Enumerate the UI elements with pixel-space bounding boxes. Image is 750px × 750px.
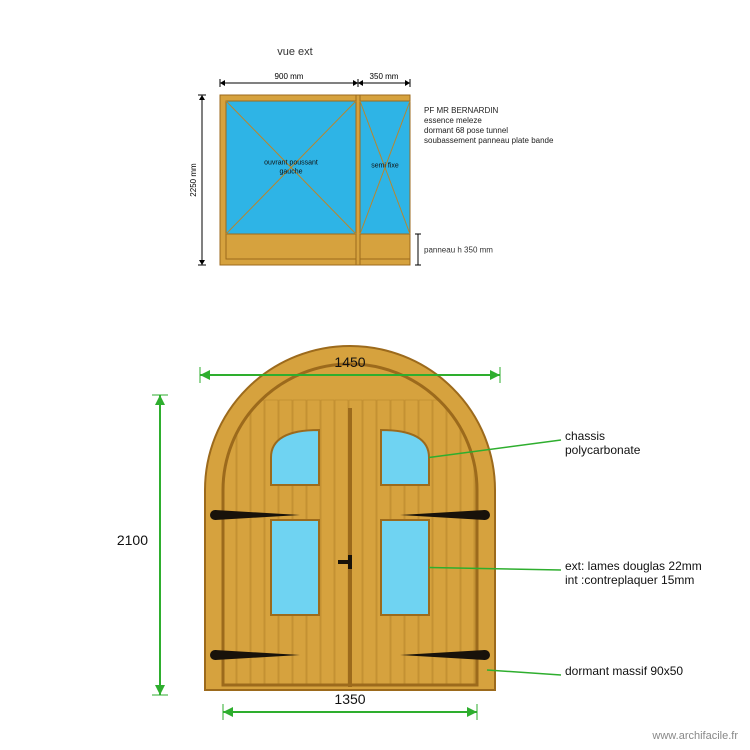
svg-text:panneau h 350 mm: panneau h 350 mm (424, 246, 493, 255)
svg-text:soubassement panneau plate ban: soubassement panneau plate bande (424, 136, 554, 145)
door-slats (223, 400, 488, 690)
svg-text:chassis: chassis (565, 429, 605, 443)
svg-text:PF MR BERNARDIN: PF MR BERNARDIN (424, 106, 498, 115)
svg-text:polycarbonate: polycarbonate (565, 443, 641, 457)
svg-text:gauche: gauche (280, 169, 303, 176)
svg-text:essence meleze: essence meleze (424, 116, 482, 125)
watermark: www.archifacile.fr (652, 730, 738, 742)
svg-text:semi fixe: semi fixe (371, 163, 399, 170)
svg-text:int :contreplaquer 15mm: int :contreplaquer 15mm (565, 573, 694, 587)
svg-text:1450: 1450 (334, 354, 365, 370)
door-window (381, 520, 429, 615)
svg-text:ouvrant poussant: ouvrant poussant (264, 160, 318, 167)
svg-text:vue ext: vue ext (277, 46, 312, 58)
top-panel-main (226, 234, 356, 259)
svg-text:dormant 68 pose tunnel: dormant 68 pose tunnel (424, 126, 508, 135)
door-window (271, 520, 319, 615)
svg-text:ext: lames douglas 22mm: ext: lames douglas 22mm (565, 559, 702, 573)
top-panel-side (360, 234, 410, 259)
svg-text:dormant massif 90x50: dormant massif 90x50 (565, 664, 683, 678)
svg-text:1350: 1350 (334, 691, 365, 707)
svg-text:2100: 2100 (117, 532, 148, 548)
svg-text:2250 mm: 2250 mm (189, 163, 198, 197)
svg-text:350 mm: 350 mm (370, 72, 399, 81)
svg-text:900 mm: 900 mm (275, 72, 304, 81)
